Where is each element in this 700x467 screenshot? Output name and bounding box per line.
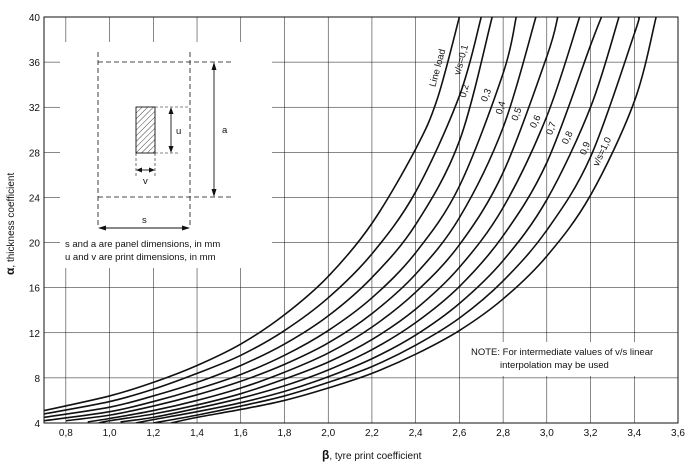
x-tick-label: 3,4 (627, 428, 641, 439)
note-line1: NOTE: For intermediate values of v/s lin… (471, 347, 653, 358)
series-line-7 (120, 17, 603, 423)
y-axis-title: α, thickness coefficient (3, 173, 17, 275)
u-label: u (176, 126, 181, 137)
x-tick-label: 2,4 (409, 428, 423, 439)
y-tick-label: 24 (29, 193, 41, 204)
curve-label: v/s=0,1 (452, 44, 471, 77)
curve-label: 0,8 (560, 130, 576, 147)
series-line-4 (65, 17, 537, 422)
x-tick-label: 1,4 (190, 428, 204, 439)
series-line-1 (44, 17, 483, 415)
series-line-6 (98, 17, 581, 423)
curves (44, 17, 657, 423)
a-arrow-top (211, 62, 217, 70)
u-arrow-bottom (168, 146, 174, 153)
y-axis-symbol: α (3, 267, 17, 275)
curve-label: v/s=1,0 (591, 136, 614, 169)
y-tick-label: 12 (29, 329, 41, 340)
series-line-5 (87, 17, 559, 423)
series-line-3 (44, 17, 517, 422)
inset-caption-line2: u and v are print dimensions, in mm (65, 252, 216, 263)
note-prefix: NOTE (471, 347, 497, 358)
note-line2: interpolation may be used (500, 360, 609, 371)
u-arrow-top (168, 107, 174, 114)
note-box: NOTE: For intermediate values of v/s lin… (465, 342, 665, 376)
curve-label: 0,3 (479, 87, 494, 103)
x-axis-title: β, tyre print coefficient (322, 448, 422, 462)
s-label: s (142, 215, 147, 226)
a-label: a (222, 125, 228, 136)
x-tick-label: 0,8 (59, 428, 73, 439)
tick-labels: 0,8 1,0 1,2 1,4 1,6 1,8 2,0 2,2 2,4 2,6 2,8 3,0 3,2 3… (29, 13, 686, 439)
x-tick-label: 2,8 (496, 428, 510, 439)
curve-label: 0,6 (528, 113, 544, 130)
s-arrow-left (98, 225, 106, 231)
curve-label: 0,4 (494, 100, 508, 116)
plot-frame (43, 16, 679, 424)
inset-caption-line1: s and a are panel dimensions, in mm (65, 239, 220, 250)
curve-label: Line load (428, 48, 449, 88)
series-line-8 (135, 17, 620, 423)
y-tick-label: 36 (29, 58, 41, 69)
x-tick-label: 2,6 (452, 428, 466, 439)
series-line-2 (44, 17, 493, 419)
x-tick-label: 1,2 (146, 428, 160, 439)
note-background (465, 342, 665, 376)
x-tick-label: 1,8 (278, 428, 292, 439)
a-arrow-bottom (211, 189, 217, 197)
tyre-print-rectangle (135, 106, 156, 154)
x-tick-label: 2,0 (321, 428, 335, 439)
y-axis-label: , thickness coefficient (6, 173, 17, 268)
note-separator: : (497, 347, 502, 358)
x-tick-label: 3,6 (671, 428, 685, 439)
x-tick-label: 3,0 (540, 428, 554, 439)
curve-label: 0,2 (458, 83, 472, 99)
y-tick-label: 32 (29, 103, 41, 114)
series-line-10 (170, 17, 657, 423)
v-arrow-right (149, 167, 155, 173)
y-tick-label: 28 (29, 148, 41, 159)
curve-label: 0,5 (510, 106, 525, 122)
inset-diagram: u v a s s and a are panel dimensions, in… (60, 42, 272, 268)
note-text-line1: For intermediate values of v/s linear (503, 347, 653, 358)
curve-label: 0,7 (544, 120, 559, 136)
v-label: v (143, 176, 148, 187)
y-tick-label: 4 (34, 419, 40, 430)
y-tick-label: 8 (34, 374, 40, 385)
inset-background (60, 42, 272, 268)
x-tick-label: 2,2 (365, 428, 379, 439)
series-line-0 (44, 17, 461, 412)
v-arrow-left (136, 167, 142, 173)
y-tick-label: 16 (29, 284, 41, 295)
curve-label: 0,9 (578, 140, 593, 156)
x-tick-label: 1,0 (103, 428, 117, 439)
y-tick-label: 40 (29, 13, 41, 24)
x-axis-label: , tyre print coefficient (329, 451, 421, 462)
x-axis-symbol: β (322, 448, 329, 462)
series-line-9 (153, 17, 640, 423)
x-tick-label: 1,6 (234, 428, 248, 439)
s-arrow-right (182, 225, 190, 231)
y-tick-label: 20 (29, 239, 41, 250)
x-tick-label: 3,2 (584, 428, 598, 439)
